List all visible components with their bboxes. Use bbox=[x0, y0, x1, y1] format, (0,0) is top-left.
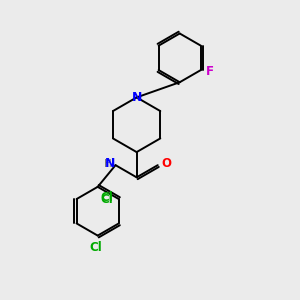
Text: Cl: Cl bbox=[101, 193, 113, 206]
Text: N: N bbox=[104, 158, 115, 170]
Text: O: O bbox=[161, 157, 171, 170]
Text: Cl: Cl bbox=[90, 241, 103, 254]
Text: H: H bbox=[104, 159, 112, 169]
Text: N: N bbox=[131, 91, 142, 104]
Text: F: F bbox=[206, 65, 214, 78]
Text: Cl: Cl bbox=[101, 191, 113, 204]
